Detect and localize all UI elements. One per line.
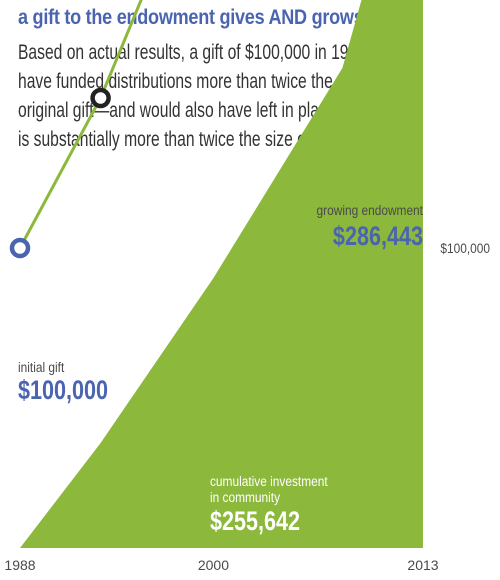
marker-layer <box>9 87 111 259</box>
cumulative-caption-line1: cumulative investment <box>210 473 328 489</box>
endowment-line <box>18 0 143 249</box>
headline: a gift to the endowment gives AND grows <box>18 6 364 29</box>
area-layer <box>20 0 423 548</box>
y-axis-ticks: $100,000$200,000$300,000 <box>440 240 490 256</box>
initial-value: $100,000 <box>18 376 108 406</box>
growing-value: $286,443 <box>333 222 423 252</box>
cumulative-area <box>20 0 423 548</box>
cumulative-value: $255,642 <box>210 507 300 537</box>
x-tick-label: 2013 <box>407 557 438 573</box>
data-point-1993 <box>90 87 111 109</box>
x-tick-label: 1988 <box>4 557 35 573</box>
x-axis-ticks: 1988 2000 2013 <box>4 557 438 573</box>
data-point-1988 <box>9 237 31 259</box>
x-tick-label: 2000 <box>198 557 229 573</box>
y-tick-label: $100,000 <box>440 240 490 256</box>
cumulative-caption-line2: in community <box>210 489 281 505</box>
growing-caption: growing endowment <box>317 202 424 218</box>
initial-caption: initial gift <box>18 359 65 375</box>
line-layer <box>18 0 143 249</box>
